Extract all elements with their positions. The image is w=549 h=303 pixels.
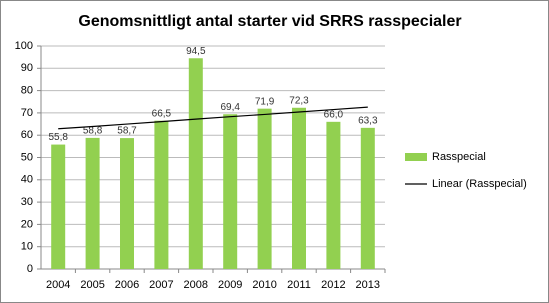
x-tick-label: 2010 [252, 279, 276, 291]
x-tick-label: 2011 [287, 279, 311, 291]
bar [154, 120, 169, 269]
bar [292, 107, 306, 270]
y-tick-label: 100 [15, 40, 33, 52]
y-tick-label: 10 [21, 241, 33, 253]
bar [326, 121, 341, 269]
x-tick-label: 2012 [321, 279, 345, 291]
x-tick-label: 2008 [184, 279, 208, 291]
y-tick-label: 70 [21, 107, 33, 119]
data-label: 55,8 [48, 132, 68, 143]
x-tick-label: 2013 [356, 279, 380, 291]
legend-swatch [405, 153, 427, 161]
data-label: 58,8 [83, 126, 103, 137]
bar [51, 144, 66, 269]
data-label: 71,9 [255, 96, 275, 107]
chart-title: Genomsnittligt antal starter vid SRRS ra… [78, 13, 461, 30]
data-label: 69,4 [220, 102, 240, 113]
x-tick-label: 2009 [218, 279, 242, 291]
data-label: 72,3 [289, 95, 309, 106]
bar [360, 127, 375, 269]
y-tick-label: 20 [21, 218, 33, 230]
trend-line [58, 106, 368, 130]
bar [120, 138, 134, 269]
data-label: 66,5 [152, 108, 172, 119]
x-tick-label: 2007 [149, 279, 173, 291]
y-tick-label: 0 [27, 263, 33, 275]
bar [188, 58, 203, 269]
bar [257, 108, 272, 270]
data-label: 94,5 [186, 46, 206, 57]
y-tick-label: 40 [21, 174, 33, 186]
x-tick-label: 2004 [46, 279, 70, 291]
data-label: 66,0 [324, 109, 344, 120]
bar [223, 114, 238, 269]
data-label: 63,3 [358, 115, 378, 126]
data-label: 58,7 [117, 126, 137, 137]
x-tick-label: 2005 [80, 279, 104, 291]
legend-label: Rasspecial [432, 151, 486, 163]
y-tick-label: 60 [21, 129, 33, 141]
bar [85, 137, 100, 269]
y-tick-label: 30 [21, 196, 33, 208]
legend-label: Linear (Rasspecial) [432, 178, 527, 190]
x-tick-label: 2006 [115, 279, 139, 291]
y-tick-label: 50 [21, 151, 33, 163]
y-tick-label: 90 [21, 62, 33, 74]
y-tick-label: 80 [21, 85, 33, 97]
